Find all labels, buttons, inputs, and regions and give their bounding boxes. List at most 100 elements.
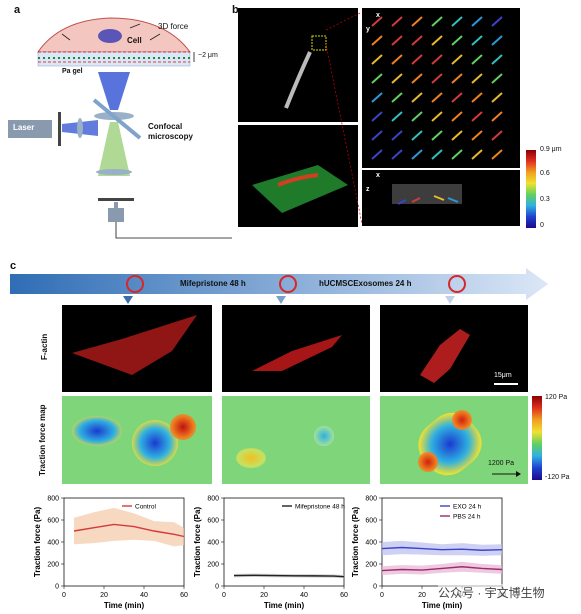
- displacement-vector: [491, 35, 503, 46]
- panel-label-c: c: [10, 260, 17, 272]
- axis-x-label: x: [376, 12, 380, 19]
- displacement-colorbar-max: 0.9 μm: [540, 146, 562, 153]
- displacement-colorbar-tick-3: 0: [540, 222, 544, 229]
- x-axis-label: Time (min): [422, 601, 463, 610]
- traction-colorbar-max: 120 Pa: [545, 394, 568, 401]
- series-line: [73, 523, 185, 538]
- 3d-reconstruction-image: [238, 125, 358, 227]
- traction-map-exo: [380, 396, 528, 484]
- displacement-vector: [431, 16, 443, 27]
- y-axis-label: Traction force (Pa): [193, 507, 202, 578]
- displacement-vector: [491, 111, 503, 122]
- displacement-vector: [471, 73, 483, 84]
- displacement-vector: [451, 92, 463, 103]
- displacement-vector: [491, 149, 503, 160]
- y-axis-label: Traction force (Pa): [33, 507, 42, 578]
- laser-label: Laser: [13, 123, 35, 132]
- series-line: [381, 546, 503, 551]
- displacement-vector: [411, 130, 423, 141]
- y-tick-label: 0: [373, 584, 377, 591]
- microscopy-label-2: microscopy: [148, 132, 193, 141]
- y-tick-label: 600: [207, 518, 219, 525]
- legend-label: PBS 24 h: [453, 514, 481, 521]
- displacement-vector: [431, 73, 443, 84]
- displacement-vector: [371, 111, 383, 122]
- row-label-factin: F-actin: [40, 333, 49, 360]
- x-tick-label: 0: [380, 592, 384, 599]
- displacement-vector: [431, 111, 443, 122]
- legend-label: Control: [135, 504, 157, 511]
- arrow-scale-label: 1200 Pa: [488, 460, 515, 467]
- legend-label: EXO 24 h: [453, 504, 482, 511]
- nucleus-shape: [98, 29, 122, 43]
- displacement-vector: [371, 92, 383, 103]
- displacement-colorbar: [526, 150, 536, 228]
- y-tick-label: 600: [47, 518, 59, 525]
- displacement-vector: [451, 149, 463, 160]
- y-tick-label: 200: [47, 562, 59, 569]
- displacement-vector: [451, 54, 463, 65]
- displacement-vector: [411, 111, 423, 122]
- microscopy-label-1: Confocal: [148, 122, 183, 131]
- displacement-colorbar-tick-1: 0.6: [540, 170, 550, 177]
- thickness-label: ~2 μm: [198, 52, 218, 59]
- y-tick-label: 800: [47, 496, 59, 503]
- factin-image-control: [62, 305, 212, 392]
- displacement-vector: [451, 16, 463, 27]
- displacement-vector: [431, 35, 443, 46]
- watermark: 公众号 · 宇文博生物: [438, 584, 545, 601]
- displacement-vector: [391, 111, 403, 122]
- laser-beam-green: [98, 122, 130, 176]
- traction-map-control: [62, 396, 212, 484]
- displacement-vector: [471, 111, 483, 122]
- x-axis-label: Time (min): [264, 601, 305, 610]
- error-band: [74, 507, 184, 547]
- detector: [108, 208, 124, 222]
- laser-beam-blue: [98, 72, 130, 110]
- displacement-vector: [411, 16, 423, 27]
- laser-source: [8, 120, 52, 138]
- x-tick-label: 60: [340, 592, 348, 599]
- force-label: 3D force: [158, 22, 189, 31]
- y-tick-label: 400: [47, 540, 59, 547]
- displacement-vector: [431, 130, 443, 141]
- displacement-colorbar-tick-2: 0.3: [540, 196, 550, 203]
- x-tick-label: 20: [260, 592, 268, 599]
- factin-image-exo: [380, 305, 528, 392]
- y-tick-label: 400: [207, 540, 219, 547]
- y-tick-label: 0: [215, 584, 219, 591]
- axis-y-label: y: [366, 26, 370, 33]
- y-tick-label: 200: [207, 562, 219, 569]
- displacement-vector: [411, 54, 423, 65]
- displacement-vector: [391, 149, 403, 160]
- displacement-field-xz: [362, 170, 520, 226]
- x-tick-label: 40: [300, 592, 308, 599]
- traction-colorbar-min: -120 Pa: [545, 474, 570, 481]
- displacement-vector: [371, 16, 383, 27]
- plot-frame: [223, 497, 345, 587]
- displacement-vector: [411, 149, 423, 160]
- factin-image-mifepristone: [222, 305, 370, 392]
- displacement-vector: [471, 16, 483, 27]
- panel-label-a: a: [14, 4, 21, 16]
- schematic-illustration: [8, 17, 232, 239]
- displacement-vector: [451, 130, 463, 141]
- x-tick-label: 0: [222, 592, 226, 599]
- displacement-vector: [371, 35, 383, 46]
- x-tick-label: 60: [180, 592, 188, 599]
- x-tick-label: 20: [100, 592, 108, 599]
- displacement-vector: [411, 73, 423, 84]
- series-line: [381, 566, 503, 572]
- displacement-vector: [491, 16, 503, 27]
- displacement-vector: [491, 73, 503, 84]
- timeline-stage-1: Mifepristone 48 h: [180, 279, 246, 288]
- timeline-arrow: [10, 268, 548, 300]
- displacement-vector: [431, 54, 443, 65]
- y-tick-label: 800: [365, 496, 377, 503]
- displacement-field-xy: [362, 8, 520, 168]
- displacement-vector: [371, 149, 383, 160]
- cell-label: Cell: [127, 36, 142, 45]
- displacement-vector: [391, 130, 403, 141]
- cell-overview-image: [238, 8, 358, 122]
